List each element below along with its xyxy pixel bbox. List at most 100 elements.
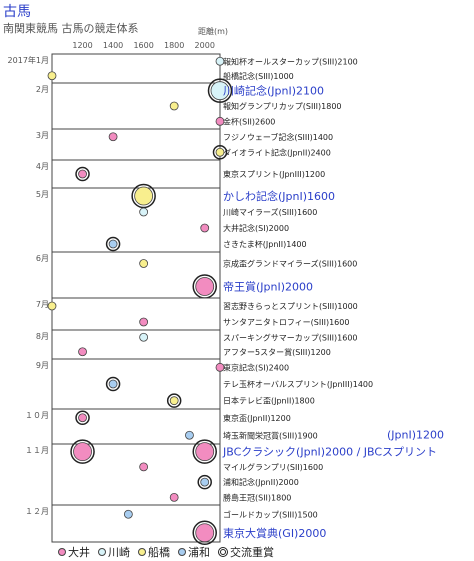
month-label: 2017年1月 [8,55,49,65]
legend-label-ooi: 大井 [68,546,90,559]
legend-item-international: 交流重賞 [218,544,274,560]
race-point [47,301,57,311]
race-point [78,413,87,423]
race-point [200,223,210,233]
month-band [51,297,221,331]
legend-label-urawa: 浦和 [188,546,210,559]
race-label: 報知グランプリカップ(SIII)1800 [223,101,342,111]
x-tick-label: 2000 [195,41,215,50]
x-tick-label: 1400 [103,41,123,50]
intl-ring [131,183,156,209]
legend-swatch-urawa [178,548,186,556]
intl-ring [105,236,121,252]
intl-ring [212,145,228,160]
race-label: マイルグランプリ(SII)1600 [223,462,323,472]
race-label: 日本テレビ盃(JpnII)1800 [223,396,315,406]
race-label: 金杯(SII)2600 [223,116,275,126]
race-point [108,239,118,249]
page-subtitle: 南関東競馬 古馬の競走体系 [3,22,139,35]
legend-swatch-funabashi [138,548,146,556]
legend-label-funabashi: 船橋 [148,546,170,559]
race-point [123,509,133,519]
race-point [195,523,215,543]
race-label: 習志野きらっとスプリント(SIII)1000 [223,301,358,311]
race-point [210,81,230,101]
race-label: スパーキングサマーカップ(SIII)1600 [223,332,358,342]
intl-ring [70,439,95,464]
race-point [139,462,149,472]
month-label: 7月 [36,300,49,309]
intl-ring [105,376,121,392]
legend-swatch-kawasaki [98,548,106,556]
legend: 大井 川崎 船橋 浦和 交流重賞 [58,544,278,560]
race-label: ダイオライト記念(JpnII)2400 [223,147,331,157]
race-label: アフター5スター賞(SIII)1200 [223,347,331,357]
month-band [51,358,221,410]
race-point [139,332,149,342]
race-label: 大井記念(SI)2000 [223,223,289,233]
race-label-extra: (JpnI)1200 [387,429,444,442]
race-label: 川崎記念(JpnI)2100 [223,84,324,98]
month-label: 4月 [36,162,49,171]
race-point [108,379,118,389]
month-label: １２月 [25,507,49,516]
intl-ring [197,474,212,490]
race-calendar-chart: 1200 1400 1600 1800 2000 2017年1月 報知杯オールスターカップ(… [8,41,444,545]
race-label: 浦和記念(JpnII)2000 [223,477,299,487]
race-label: 帝王賞(JpnI)2000 [223,280,313,294]
month-label: 3月 [36,131,49,140]
month-label: 9月 [36,361,49,370]
race-point [134,186,154,206]
race-label: 東京盃(JpnII)1200 [223,413,291,423]
legend-label-kawasaki: 川崎 [108,546,130,559]
race-point [139,259,149,268]
legend-item-funabashi: 船橋 [138,544,170,560]
month-band [51,53,221,84]
month-label: 8月 [36,332,49,341]
race-point [47,71,57,81]
legend-ring-icon [218,547,228,557]
race-label: 京成盃グランドマイラーズ(SIII)1600 [223,259,357,269]
race-label: 東京スプリント(JpnIII)1200 [223,169,325,179]
race-label: サンタアニタトロフィー(SIII)1600 [223,318,349,327]
legend-item-kawasaki: 川崎 [98,544,130,560]
race-point [139,317,149,327]
x-axis-unit-label: 距離(m) [198,27,229,36]
race-label: かしわ記念(JpnI)1600 [223,189,335,203]
race-point [200,477,210,487]
month-label: 6月 [36,254,49,263]
race-point [185,430,194,440]
race-point [169,101,179,111]
race-point [215,56,225,66]
month-label: １０月 [25,411,49,420]
race-point [139,207,149,217]
x-tick-label: 1800 [164,41,184,50]
month-band [51,504,221,543]
race-point [169,492,179,502]
race-label: 報知杯オールスターカップ(SIII)2100 [223,56,358,66]
month-band [51,329,221,360]
intl-ring [192,439,217,464]
race-point [78,169,87,179]
race-point [215,116,225,126]
race-label: 船橋記念(SIII)1000 [223,71,294,81]
race-label: テレ玉杯オーバルスプリント(JpnIII)1400 [223,379,373,389]
legend-item-urawa: 浦和 [178,544,210,560]
race-label: フジノウェーブ記念(SIII)1400 [223,132,333,142]
race-label: 勝島王冠(SII)1800 [223,492,291,502]
race-label: 東京大賞典(GI)2000 [223,526,326,540]
race-label: 埼玉新聞栄冠賞(SIII)1900 [223,430,318,440]
race-label: 東京記念(SI)2400 [223,362,289,372]
intl-ring [192,520,217,545]
month-label: 2月 [36,85,49,94]
race-point [169,396,179,406]
race-label: JBCクラシック(JpnI)2000 / JBCスプリント [222,446,437,459]
legend-item-ooi: 大井 [58,544,90,560]
month-band [51,251,221,299]
race-label: ゴールドカップ(SIII)1500 [223,509,318,519]
x-tick-label: 1200 [72,41,92,50]
month-band [51,128,221,161]
race-point [108,132,118,142]
race-point [195,277,215,296]
race-point [73,442,92,462]
